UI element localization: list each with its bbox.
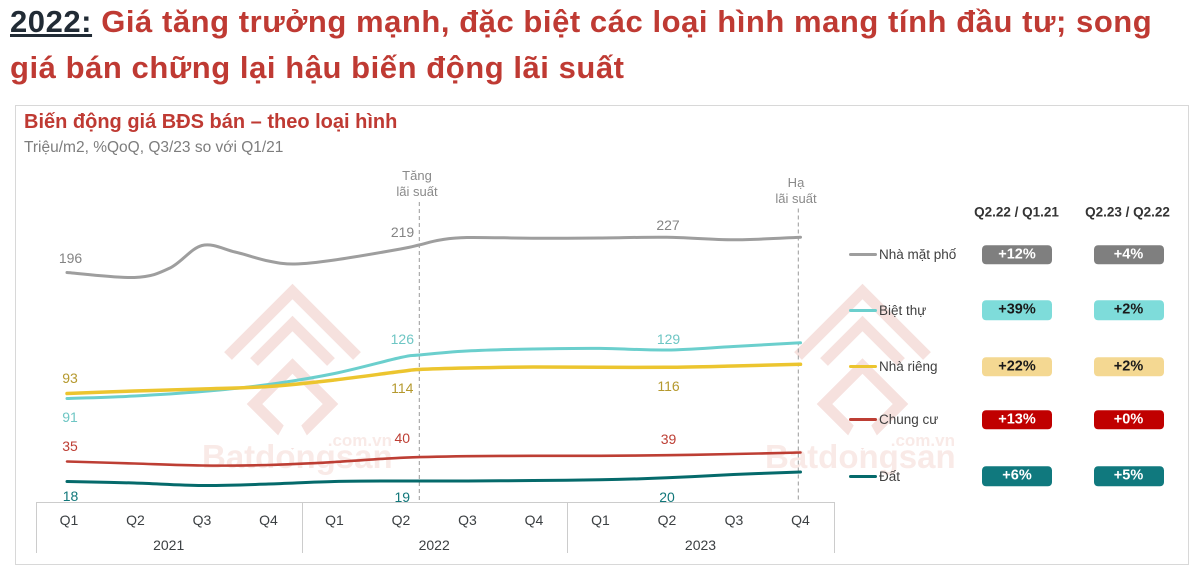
svg-text:Batdongsan: Batdongsan [202,438,393,475]
svg-text:Batdongsan: Batdongsan [765,438,956,475]
svg-text:.com.vn: .com.vn [891,431,955,450]
svg-text:.com.vn: .com.vn [328,431,392,450]
